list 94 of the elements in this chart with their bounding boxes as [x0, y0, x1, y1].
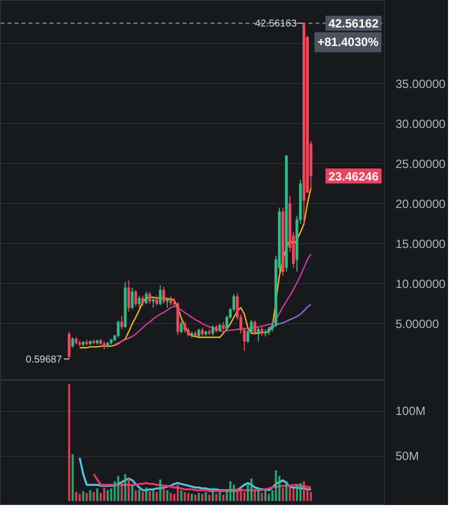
bar — [134, 490, 137, 502]
candlestick — [134, 290, 138, 307]
bar — [204, 492, 207, 502]
bar — [282, 488, 284, 502]
bar — [120, 483, 123, 502]
bar — [257, 488, 260, 502]
bar — [229, 481, 232, 502]
bar — [159, 479, 162, 502]
y-tick-label: 50M — [396, 449, 419, 464]
annotation: 42.56163 — [254, 18, 298, 30]
candlestick — [152, 296, 155, 308]
ref-line-label: 42.56162 — [328, 16, 379, 31]
bar — [264, 489, 266, 502]
bar — [68, 384, 70, 502]
bar — [128, 478, 130, 502]
bar — [310, 492, 312, 502]
bar — [208, 494, 210, 502]
bar — [285, 481, 288, 502]
candlestick — [211, 324, 214, 336]
candlestick — [71, 336, 74, 348]
bar — [201, 494, 204, 502]
bar — [292, 488, 294, 502]
bar — [148, 491, 151, 502]
bar — [152, 490, 154, 502]
bar — [142, 492, 144, 502]
bar — [176, 484, 179, 502]
bar — [170, 492, 172, 502]
candlestick — [256, 327, 260, 342]
candlestick — [127, 280, 130, 312]
bar — [103, 488, 106, 502]
candlestick — [183, 322, 186, 333]
y-tick-label: 35.00000 — [396, 77, 446, 92]
text: 23.46246 — [328, 170, 379, 184]
bar — [250, 478, 252, 502]
bar — [78, 494, 81, 502]
y-tick-label: 100M — [396, 404, 426, 418]
bar — [131, 484, 134, 502]
bar — [194, 494, 196, 502]
bar — [212, 490, 214, 502]
text: +81.4030% — [317, 35, 379, 50]
bar — [302, 481, 305, 502]
bar — [274, 470, 277, 502]
bar — [89, 490, 92, 502]
bar — [184, 492, 186, 502]
line-series — [92, 473, 312, 492]
bar — [296, 484, 298, 502]
candlestick — [253, 320, 256, 336]
bar — [240, 488, 242, 502]
y-tick-label: 10.00000 — [396, 277, 446, 292]
bar — [268, 494, 270, 502]
bar — [145, 488, 148, 502]
candlestick — [68, 331, 71, 360]
candlestick — [116, 320, 120, 338]
bar — [92, 492, 95, 502]
y-tick-label: 15.00000 — [396, 237, 446, 252]
bar — [260, 492, 263, 502]
bar — [75, 492, 78, 502]
bar — [106, 490, 109, 502]
candlestick — [166, 296, 169, 308]
bar — [187, 492, 190, 502]
bar — [86, 492, 88, 502]
bar — [156, 492, 158, 502]
bar — [166, 490, 168, 502]
candlestick — [130, 287, 134, 310]
bar — [117, 476, 120, 502]
candlestick — [180, 320, 183, 334]
line-series — [78, 456, 312, 492]
bar — [288, 486, 291, 502]
candlestick — [158, 284, 162, 306]
bar — [190, 494, 193, 502]
bar — [299, 483, 302, 502]
bar — [162, 486, 165, 502]
text: 0.59687 — [26, 354, 62, 366]
bar — [96, 488, 98, 502]
bar — [215, 494, 218, 502]
candlestick — [155, 295, 158, 306]
bar — [72, 454, 74, 502]
y-tick-label: 25.00000 — [396, 157, 446, 172]
bar — [232, 484, 235, 502]
y-tick-label: 5.00000 — [396, 317, 440, 332]
y-tick-label: 20.00000 — [396, 197, 446, 212]
bar — [218, 492, 221, 502]
bar — [222, 494, 224, 502]
bar — [138, 489, 140, 502]
candlestick — [138, 295, 141, 308]
bar — [236, 488, 238, 502]
y-tick-label: 30.00000 — [396, 117, 446, 132]
line-series — [79, 187, 312, 348]
line-series — [114, 253, 312, 346]
bar — [124, 474, 126, 502]
bar — [198, 492, 200, 502]
bar — [82, 491, 84, 502]
bar — [180, 490, 182, 502]
bar — [254, 490, 256, 502]
